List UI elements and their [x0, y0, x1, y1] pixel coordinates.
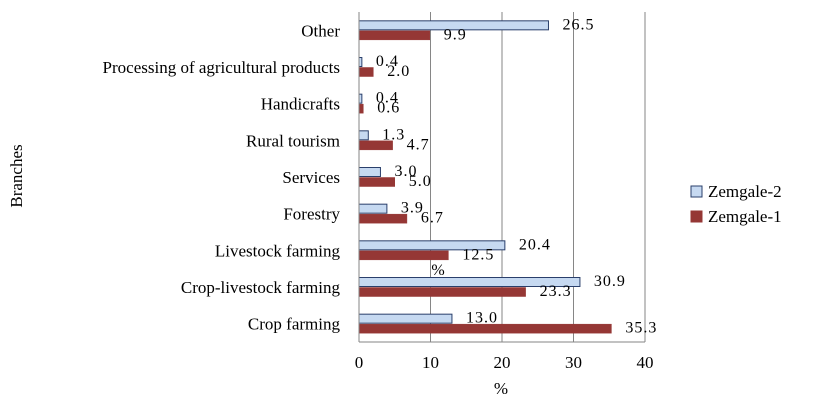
data-label: 26.5 [562, 16, 594, 33]
category-label: Services [282, 168, 340, 187]
legend: Zemgale-2 Zemgale-1 [690, 182, 782, 226]
bar-zemgale-2 [358, 167, 381, 177]
category-label: Forestry [283, 205, 340, 224]
data-label: 0.6 [377, 100, 400, 117]
data-label: 5.0 [409, 173, 432, 190]
category-label: Rural tourism [246, 131, 340, 150]
data-label: 9.9 [444, 26, 467, 43]
data-label: 4.7 [407, 136, 430, 153]
data-label: 6.7 [421, 210, 444, 227]
bar-zemgale-1 [358, 287, 526, 297]
bar-zemgale-1 [358, 213, 408, 224]
data-label: 2.0 [387, 63, 410, 80]
bar-zemgale-2 [358, 313, 453, 324]
x-tick-label: 10 [422, 353, 439, 372]
bar-zemgale-1 [358, 177, 395, 187]
bar-zemgale-2 [358, 130, 369, 141]
data-label: 23.3 [540, 283, 572, 300]
category-label: Processing of agricultural products [103, 58, 340, 77]
legend-label-zemgale-2: Zemgale-2 [708, 182, 782, 201]
x-tick-labels: 0 10 20 30 40 [355, 353, 654, 372]
data-label: 3.0 [394, 163, 417, 180]
data-label: 20.4 [519, 236, 551, 253]
category-label: Livestock farming [215, 241, 341, 260]
data-labels: 26.59.90.42.00.40.61.34.73.05.03.96.720.… [376, 16, 657, 337]
x-axis-title: % [494, 379, 508, 397]
data-label: 0.4 [376, 90, 399, 107]
data-label: 13.0 [466, 310, 498, 327]
bar-zemgale-1 [358, 250, 449, 261]
axes [358, 12, 645, 343]
category-label: Handicrafts [261, 95, 340, 114]
bar-zemgale-1 [358, 67, 374, 77]
x-tick-label: 0 [355, 353, 364, 372]
data-label: 0.4 [376, 53, 399, 70]
legend-swatch-zemgale-2 [690, 185, 703, 198]
bar-zemgale-1 [358, 30, 431, 41]
stray-percent-annotation: % [431, 262, 444, 279]
bar-zemgale-2 [358, 203, 388, 214]
legend-label-zemgale-1: Zemgale-1 [708, 207, 782, 226]
data-label: 30.9 [594, 273, 626, 290]
category-label: Crop farming [248, 315, 341, 334]
data-label: 12.5 [462, 246, 494, 263]
data-label: 3.9 [401, 200, 424, 217]
x-tick-label: 20 [494, 353, 511, 372]
data-label: 1.3 [382, 126, 405, 143]
x-tick-label: 30 [565, 353, 582, 372]
legend-swatch-zemgale-1 [690, 210, 703, 223]
category-label: Crop-livestock farming [181, 278, 341, 297]
data-label: 35.3 [625, 320, 657, 337]
category-labels: Other Processing of agricultural products… [103, 21, 341, 333]
category-label: Other [301, 21, 340, 40]
y-axis-title: Branches [7, 144, 26, 207]
x-tick-label: 40 [637, 353, 654, 372]
bar-zemgale-1 [358, 103, 364, 114]
